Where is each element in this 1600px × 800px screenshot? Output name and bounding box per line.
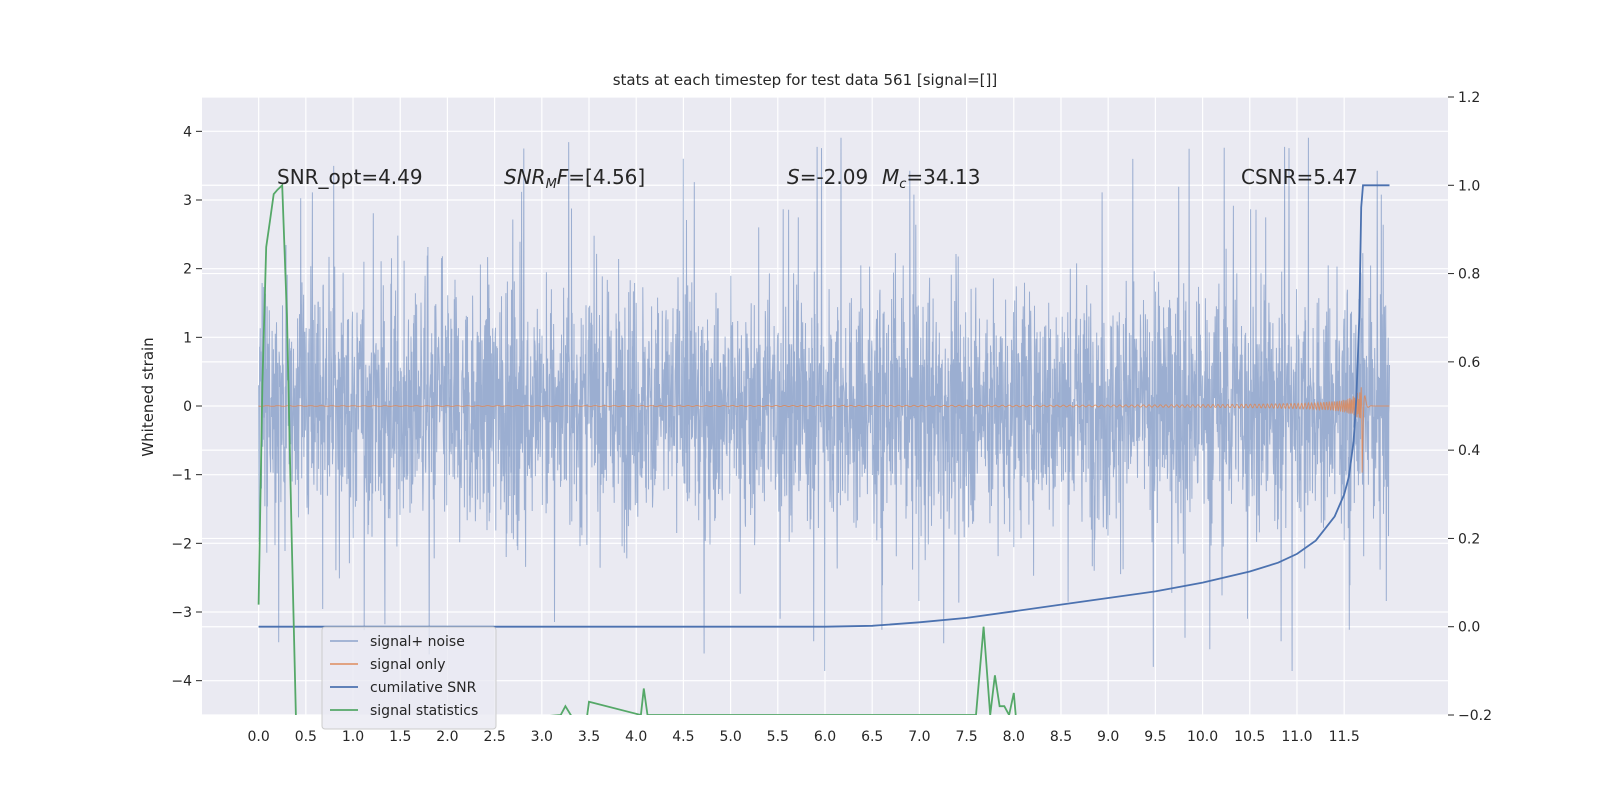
annotation-mc-sub: c	[899, 177, 906, 192]
y2-tick-label: 0.4	[1458, 443, 1480, 459]
annotation-s: S=-2.09	[787, 165, 868, 189]
x-tick-label: 3.0	[531, 729, 553, 745]
legend-label: cumilative SNR	[370, 680, 477, 696]
x-tick-label: 8.0	[1003, 729, 1025, 745]
x-tick-label: 10.0	[1187, 729, 1218, 745]
annotation-snr-mf-sub: M	[546, 177, 557, 192]
x-tick-label: 1.5	[389, 729, 411, 745]
y-tick-label: 3	[183, 193, 192, 209]
x-tick-label: 7.5	[955, 729, 977, 745]
x-tick-label: 9.0	[1097, 729, 1119, 745]
x-tick-label: 6.0	[814, 729, 836, 745]
annotation-snr-mf-value: =[4.56]	[568, 165, 645, 189]
x-tick-label: 4.0	[625, 729, 647, 745]
legend-box	[321, 626, 497, 730]
x-tick-label: 8.5	[1050, 729, 1072, 745]
y-tick-label: −2	[171, 536, 192, 552]
legend-label: signal only	[370, 657, 445, 673]
y-tick-label: 2	[183, 262, 192, 278]
x-tick-label: 11.0	[1281, 729, 1312, 745]
x-tick-label: 5.0	[719, 729, 741, 745]
y2-tick-label: 0.6	[1458, 355, 1480, 371]
annotation-s-value: =-2.09	[800, 165, 869, 189]
y-tick-label: −4	[171, 674, 192, 690]
x-tick-label: 11.5	[1329, 729, 1360, 745]
x-tick-label: 0.5	[295, 729, 317, 745]
y-tick-label: 1	[183, 330, 192, 346]
y-tick-label: 4	[183, 124, 192, 140]
annotation-csnr: CSNR=5.47	[1241, 165, 1358, 189]
x-tick-label: 9.5	[1144, 729, 1166, 745]
chart-title: stats at each timestep for test data 561…	[613, 71, 998, 89]
y2-tick-label: 1.2	[1458, 90, 1480, 106]
ticks: 0.0 0.5 1.0 1.5 2.0 2.5 3.0 3.5 4.0 4.5 5.0 5.5 6.0 6…	[171, 90, 1492, 745]
series-cumulative-snr	[258, 184, 1390, 628]
annotation-mc-value: =34.13	[906, 165, 980, 189]
x-tick-label: 10.5	[1234, 729, 1265, 745]
y2-tick-label: 0.2	[1458, 531, 1480, 547]
annotation-s-italic: S	[787, 165, 800, 189]
y-axis-label: Whitened strain	[139, 337, 157, 456]
annotation-mc: Mc=34.13	[882, 165, 980, 192]
x-tick-label: 4.5	[672, 729, 694, 745]
y2-tick-label: 0.0	[1458, 620, 1480, 636]
x-tick-label: 5.5	[767, 729, 789, 745]
legend-label: signal statistics	[370, 703, 478, 719]
x-tick-label: 7.0	[908, 729, 930, 745]
legend-label: signal+ noise	[370, 634, 465, 650]
y-tick-label: −3	[171, 605, 192, 621]
annotation-snr-mf-italic2: F	[557, 165, 569, 189]
series-signal-only	[258, 387, 1390, 473]
series-layer	[257, 137, 1390, 715]
annotation-mc-italic: M	[882, 165, 899, 189]
y-tick-label: −1	[171, 468, 192, 484]
x-tick-label: 2.0	[436, 729, 458, 745]
x-tick-label: 2.5	[483, 729, 505, 745]
y2-tick-label: −0.2	[1458, 708, 1492, 724]
x-tick-label: 1.0	[342, 729, 364, 745]
y2-tick-label: 1.0	[1458, 178, 1480, 194]
annotation-snr-opt: SNR_opt=4.49	[277, 165, 423, 189]
annotation-snr-mf: SNRMF=[4.56]	[504, 165, 645, 192]
x-tick-label: 6.5	[861, 729, 883, 745]
series-signal-noise	[258, 137, 1390, 672]
legend: signal+ noise signal only cumilative SNR si…	[321, 626, 497, 730]
x-tick-label: 0.0	[248, 729, 270, 745]
annotation-snr-mf-italic: SNR	[504, 165, 546, 189]
y-tick-label: 0	[183, 399, 192, 415]
x-tick-label: 3.5	[578, 729, 600, 745]
series-signal-statistics	[257, 183, 1017, 715]
y2-tick-label: 0.8	[1458, 267, 1480, 283]
